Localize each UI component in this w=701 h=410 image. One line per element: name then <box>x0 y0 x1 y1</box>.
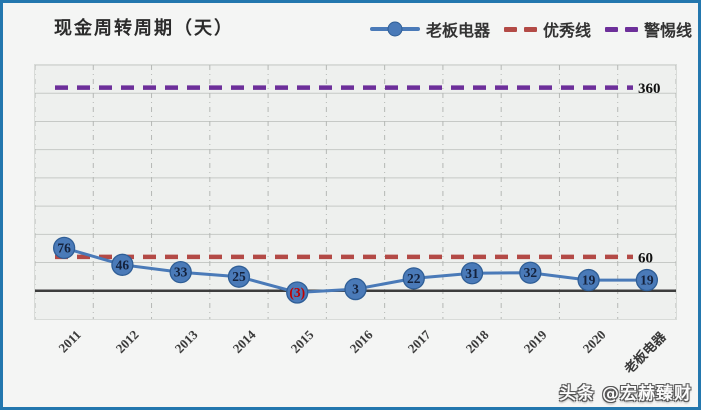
data-point-marker <box>169 261 192 284</box>
legend-item-series: 老板电器 <box>369 17 490 41</box>
x-tick-label: 2012 <box>113 327 143 356</box>
legend-label: 警惕线 <box>643 23 692 40</box>
data-point-marker <box>286 281 309 304</box>
x-tick-label: 2020 <box>579 327 609 356</box>
x-tick-label-series-name: 老板电器 <box>621 329 669 377</box>
x-tick-label: 2017 <box>404 327 434 356</box>
data-point-label: 19 <box>582 273 596 288</box>
legend-label: 老板电器 <box>425 23 490 40</box>
reference-line-label: 360 <box>638 81 661 97</box>
chart-canvas: 60 360 76 46 33 25 (3) 3 22 31 32 19 19 <box>34 64 677 319</box>
x-tick-label: 2019 <box>520 327 550 356</box>
data-point-label: 31 <box>465 266 479 281</box>
x-tick-label: 2018 <box>462 327 492 356</box>
legend-item-warning-line: 警惕线 <box>604 17 692 41</box>
x-tick-label: 2011 <box>55 327 84 356</box>
plot-area: 60 360 76 46 33 25 (3) 3 22 31 32 19 19 <box>34 64 677 319</box>
data-point-label: 3 <box>352 282 359 297</box>
watermark: 头条 @宏赫臻财 <box>559 384 692 404</box>
legend: 老板电器 优秀线 警惕线 <box>369 17 692 41</box>
data-point-label: 25 <box>232 269 246 284</box>
data-point-marker <box>227 265 251 288</box>
x-tick-label: 2016 <box>346 327 376 356</box>
reference-line-label: 60 <box>638 250 653 266</box>
data-point-marker <box>460 262 484 285</box>
data-point-label: 76 <box>57 240 71 255</box>
data-point-marker <box>635 268 659 292</box>
legend-line-marker-swatch <box>369 21 420 37</box>
x-tick-label: 2014 <box>229 327 259 356</box>
data-point-label: 32 <box>524 265 538 280</box>
legend-dash-swatch <box>604 26 638 32</box>
data-point-marker <box>344 277 367 301</box>
data-point-label: 19 <box>640 273 654 288</box>
data-point-label: (3) <box>289 285 305 300</box>
legend-dash-swatch <box>503 26 537 32</box>
data-point-marker <box>402 267 425 290</box>
data-point-marker <box>111 253 134 276</box>
x-tick-label: 2015 <box>287 327 317 356</box>
data-point-label: 22 <box>407 271 421 286</box>
chart-title: 现金周转周期（天） <box>54 18 234 38</box>
x-tick-label: 2013 <box>171 327 201 356</box>
data-point-marker <box>577 268 600 292</box>
legend-label: 优秀线 <box>542 23 591 40</box>
legend-item-excellent-line: 优秀线 <box>503 17 591 41</box>
data-point-label: 46 <box>116 257 130 272</box>
data-point-marker <box>52 236 76 260</box>
data-point-label: 33 <box>174 265 188 280</box>
data-point-marker <box>519 261 542 284</box>
